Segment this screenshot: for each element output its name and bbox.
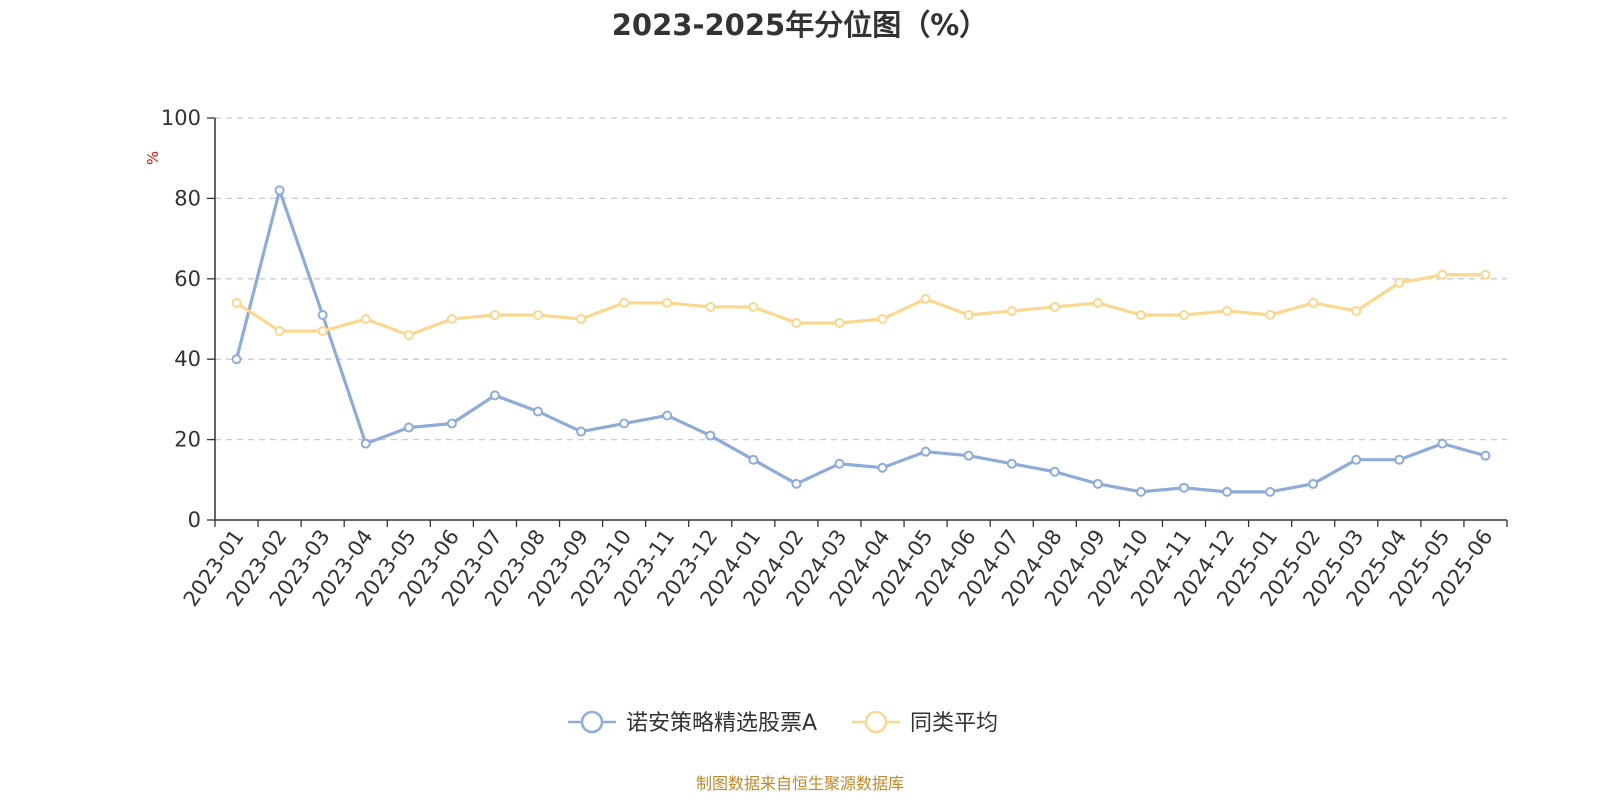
legend-marker-icon xyxy=(580,710,604,734)
data-point[interactable] xyxy=(533,406,543,417)
data-point[interactable] xyxy=(576,426,587,437)
y-tick-label: 100 xyxy=(161,106,201,130)
data-point[interactable] xyxy=(1351,454,1362,465)
data-point[interactable] xyxy=(274,326,285,337)
data-point[interactable] xyxy=(489,390,500,401)
data-point[interactable] xyxy=(963,309,974,320)
y-tick-label: 40 xyxy=(174,347,201,371)
legend-item-1[interactable]: 诺安策略精选股票A xyxy=(568,710,817,736)
data-point[interactable] xyxy=(403,422,414,433)
y-axis-label: % xyxy=(144,151,162,165)
data-point[interactable] xyxy=(791,478,802,489)
series-1 xyxy=(231,185,1491,497)
data-point[interactable] xyxy=(877,462,888,473)
data-point[interactable] xyxy=(1394,277,1405,288)
data-point[interactable] xyxy=(1351,305,1362,316)
data-point[interactable] xyxy=(1437,438,1448,449)
y-tick-label: 0 xyxy=(188,508,201,532)
y-tick-label: 60 xyxy=(174,267,201,291)
data-point[interactable] xyxy=(1480,269,1491,280)
data-point[interactable] xyxy=(1092,297,1103,308)
data-point[interactable] xyxy=(360,314,371,324)
data-point[interactable] xyxy=(576,314,587,324)
data-point[interactable] xyxy=(748,301,759,312)
data-point[interactable] xyxy=(963,450,974,461)
data-point[interactable] xyxy=(1308,478,1319,489)
series-2 xyxy=(231,269,1491,341)
data-point[interactable] xyxy=(1135,486,1146,497)
data-point[interactable] xyxy=(403,330,414,341)
data-point[interactable] xyxy=(662,410,673,421)
data-point[interactable] xyxy=(1394,454,1405,465)
source-note: 制图数据来自恒生聚源数据库 xyxy=(695,774,904,793)
data-point[interactable] xyxy=(1049,466,1060,477)
data-point[interactable] xyxy=(1222,305,1233,316)
data-point[interactable] xyxy=(1092,478,1103,489)
data-point[interactable] xyxy=(834,318,845,329)
data-point[interactable] xyxy=(705,430,716,441)
data-point[interactable] xyxy=(231,354,242,365)
data-point[interactable] xyxy=(446,418,457,429)
axes: 020406080100%2023-012023-022023-032023-0… xyxy=(144,106,1508,611)
series-line xyxy=(234,188,1486,494)
data-point[interactable] xyxy=(1308,297,1319,308)
data-point[interactable] xyxy=(791,318,802,329)
data-point[interactable] xyxy=(662,297,673,308)
data-point[interactable] xyxy=(1006,458,1017,469)
data-point[interactable] xyxy=(1265,486,1276,497)
legend-item-2[interactable]: 同类平均 xyxy=(852,710,998,736)
data-point[interactable] xyxy=(1480,450,1491,461)
legend-marker-icon xyxy=(864,710,888,734)
data-point[interactable] xyxy=(748,454,759,465)
data-point[interactable] xyxy=(920,446,931,457)
data-point[interactable] xyxy=(360,438,371,449)
data-point[interactable] xyxy=(489,309,500,320)
data-point[interactable] xyxy=(1179,482,1189,493)
data-point[interactable] xyxy=(274,185,285,196)
data-point[interactable] xyxy=(1135,309,1146,320)
legend[interactable]: 诺安策略精选股票A 同类平均 xyxy=(568,710,998,736)
data-point[interactable] xyxy=(1222,486,1233,497)
data-point[interactable] xyxy=(619,418,630,429)
data-point[interactable] xyxy=(920,293,931,304)
data-point[interactable] xyxy=(1006,305,1017,316)
gridlines xyxy=(215,117,1507,441)
data-point[interactable] xyxy=(1179,309,1189,320)
data-point[interactable] xyxy=(231,297,242,308)
data-point[interactable] xyxy=(834,458,845,469)
data-point[interactable] xyxy=(1437,269,1448,280)
data-point[interactable] xyxy=(317,326,328,337)
data-point[interactable] xyxy=(1265,309,1276,320)
legend-label: 同类平均 xyxy=(910,711,998,736)
data-point[interactable] xyxy=(533,309,543,320)
data-point[interactable] xyxy=(446,314,457,324)
y-tick-label: 80 xyxy=(174,186,201,210)
series-line xyxy=(235,273,1486,337)
chart-title: 2023-2025年分位图（%） xyxy=(611,8,989,42)
data-point[interactable] xyxy=(619,297,630,308)
data-point[interactable] xyxy=(877,314,888,324)
data-point[interactable] xyxy=(705,301,716,312)
data-point[interactable] xyxy=(317,309,328,320)
legend-label: 诺安策略精选股票A xyxy=(626,711,817,736)
y-tick-label: 20 xyxy=(174,428,201,452)
data-point[interactable] xyxy=(1049,301,1060,312)
series-lines xyxy=(231,185,1491,497)
